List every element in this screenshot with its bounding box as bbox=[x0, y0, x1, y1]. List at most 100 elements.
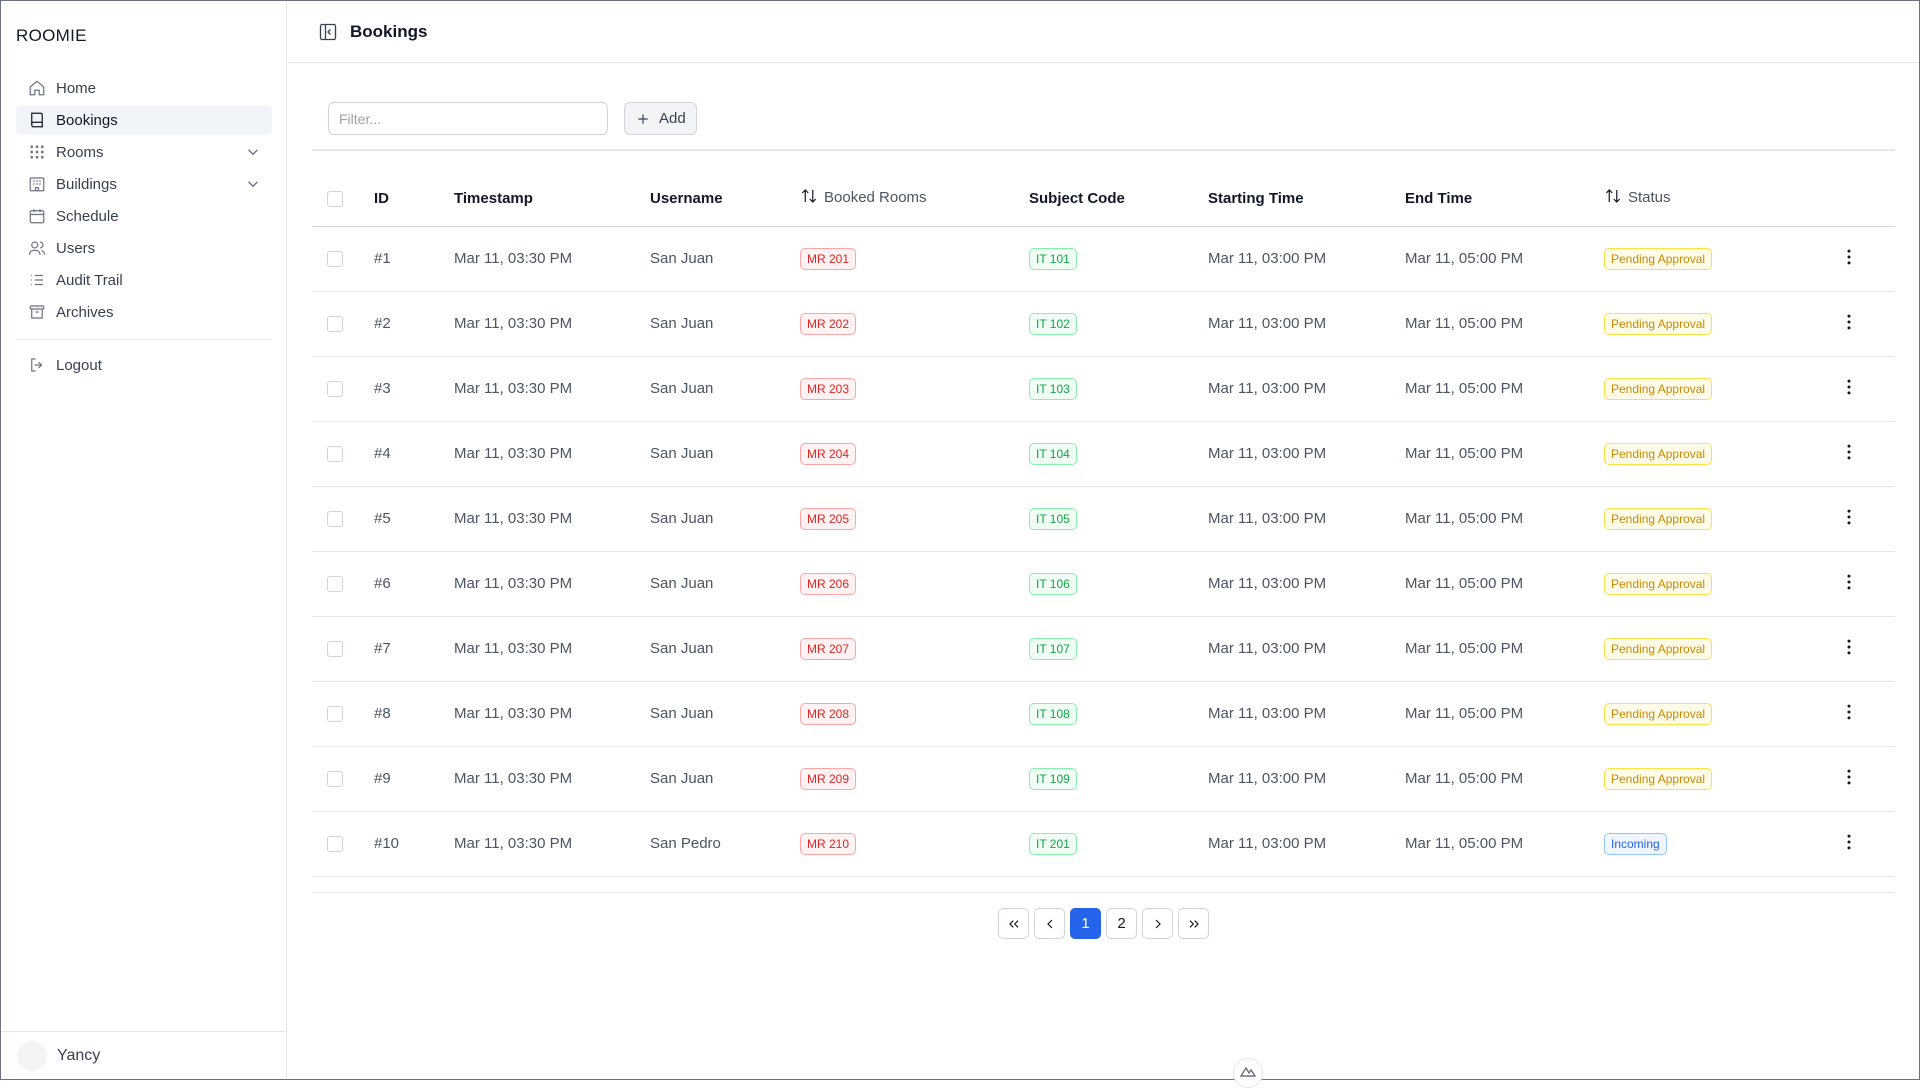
cell-timestamp: Mar 11, 03:30 PM bbox=[454, 356, 650, 422]
table-row[interactable]: #6 Mar 11, 03:30 PM San Juan MR 206 IT 106 Ma… bbox=[312, 551, 1895, 617]
devtools-toggle-icon[interactable] bbox=[1233, 1058, 1263, 1088]
previous-page-button[interactable] bbox=[1034, 908, 1065, 939]
table-toolbar: Add bbox=[328, 102, 697, 135]
book-icon bbox=[28, 111, 46, 129]
cell-username: San Juan bbox=[650, 291, 800, 357]
sidebar-item-logout[interactable]: Logout bbox=[16, 350, 272, 380]
row-checkbox[interactable] bbox=[327, 836, 343, 853]
table-row[interactable]: #10 Mar 11, 03:30 PM San Pedro MR 210 IT 201… bbox=[312, 811, 1895, 877]
more-actions-icon[interactable] bbox=[1839, 572, 1859, 592]
pagination: 1 2 bbox=[998, 908, 1209, 939]
room-badge: MR 207 bbox=[800, 637, 857, 660]
row-checkbox[interactable] bbox=[327, 576, 343, 593]
cell-end-time: Mar 11, 05:00 PM bbox=[1405, 551, 1604, 617]
subject-badge: IT 109 bbox=[1029, 767, 1077, 790]
row-checkbox[interactable] bbox=[327, 706, 343, 723]
sort-icon bbox=[1604, 189, 1622, 209]
sidebar-item-users[interactable]: Users bbox=[16, 233, 272, 263]
more-actions-icon[interactable] bbox=[1839, 377, 1859, 397]
cell-starting-time: Mar 11, 03:00 PM bbox=[1208, 551, 1405, 617]
sidebar-item-home[interactable]: Home bbox=[16, 73, 272, 103]
row-checkbox[interactable] bbox=[327, 316, 343, 333]
sidebar-item-rooms[interactable]: Rooms bbox=[16, 137, 272, 167]
cell-username: San Juan bbox=[650, 746, 800, 812]
cell-id: #8 bbox=[374, 681, 454, 747]
last-page-button[interactable] bbox=[1178, 908, 1209, 939]
page-button-2[interactable]: 2 bbox=[1106, 908, 1137, 939]
more-actions-icon[interactable] bbox=[1839, 442, 1859, 462]
chevron-down-icon[interactable] bbox=[244, 175, 262, 193]
row-checkbox[interactable] bbox=[327, 251, 343, 268]
user-menu[interactable]: Yancy bbox=[1, 1031, 287, 1079]
sidebar-item-audit-trail[interactable]: Audit Trail bbox=[16, 265, 272, 295]
chevron-left-icon bbox=[1046, 919, 1052, 928]
building-icon bbox=[28, 175, 46, 193]
status-badge: Pending Approval bbox=[1604, 377, 1713, 400]
column-header-subject-code[interactable]: Subject Code bbox=[1029, 171, 1208, 227]
sidebar-item-schedule[interactable]: Schedule bbox=[16, 201, 272, 231]
column-header-status[interactable]: Status bbox=[1604, 171, 1839, 227]
cell-username: San Juan bbox=[650, 356, 800, 422]
cell-starting-time: Mar 11, 03:00 PM bbox=[1208, 356, 1405, 422]
filter-input[interactable] bbox=[328, 102, 608, 135]
cell-timestamp: Mar 11, 03:30 PM bbox=[454, 291, 650, 357]
column-header-booked-rooms[interactable]: Booked Rooms bbox=[800, 171, 1029, 227]
first-page-button[interactable] bbox=[998, 908, 1029, 939]
row-checkbox[interactable] bbox=[327, 771, 343, 788]
add-button[interactable]: Add bbox=[624, 102, 697, 135]
next-page-button[interactable] bbox=[1142, 908, 1173, 939]
cell-username: San Pedro bbox=[650, 811, 800, 877]
sidebar-item-label: Audit Trail bbox=[56, 271, 123, 289]
more-actions-icon[interactable] bbox=[1839, 312, 1859, 332]
column-header-starting-time[interactable]: Starting Time bbox=[1208, 171, 1405, 227]
more-actions-icon[interactable] bbox=[1839, 507, 1859, 527]
table-row[interactable]: #9 Mar 11, 03:30 PM San Juan MR 209 IT 109 Ma… bbox=[312, 746, 1895, 812]
table-row[interactable]: #3 Mar 11, 03:30 PM San Juan MR 203 IT 103 Ma… bbox=[312, 356, 1895, 422]
table-row[interactable]: #8 Mar 11, 03:30 PM San Juan MR 208 IT 108 Ma… bbox=[312, 681, 1895, 747]
row-checkbox[interactable] bbox=[327, 641, 343, 658]
bookings-table: ID Timestamp Username Booked Rooms Subje… bbox=[312, 171, 1895, 877]
column-header-id[interactable]: ID bbox=[374, 171, 454, 227]
sidebar-item-bookings[interactable]: Bookings bbox=[16, 105, 272, 135]
status-badge: Pending Approval bbox=[1604, 767, 1713, 790]
sidebar-item-buildings[interactable]: Buildings bbox=[16, 169, 272, 199]
row-checkbox[interactable] bbox=[327, 381, 343, 398]
subject-badge: IT 102 bbox=[1029, 312, 1077, 335]
sidebar-toggle-icon[interactable] bbox=[318, 22, 338, 42]
more-actions-icon[interactable] bbox=[1839, 247, 1859, 267]
table-row[interactable]: #4 Mar 11, 03:30 PM San Juan MR 204 IT 104 Ma… bbox=[312, 421, 1895, 487]
status-badge: Pending Approval bbox=[1604, 637, 1713, 660]
status-badge: Incoming bbox=[1604, 832, 1667, 855]
row-checkbox[interactable] bbox=[327, 511, 343, 528]
column-header-label: Status bbox=[1628, 189, 1671, 207]
page-title: Bookings bbox=[350, 21, 428, 41]
more-actions-icon[interactable] bbox=[1839, 767, 1859, 787]
column-header-timestamp[interactable]: Timestamp bbox=[454, 171, 650, 227]
cell-id: #2 bbox=[374, 291, 454, 357]
row-checkbox[interactable] bbox=[327, 446, 343, 463]
subject-badge: IT 107 bbox=[1029, 637, 1077, 660]
subject-badge: IT 201 bbox=[1029, 832, 1077, 855]
table-row[interactable]: #1 Mar 11, 03:30 PM San Juan MR 201 IT 101 Ma… bbox=[312, 226, 1895, 292]
table-row[interactable]: #7 Mar 11, 03:30 PM San Juan MR 207 IT 107 Ma… bbox=[312, 616, 1895, 682]
cell-end-time: Mar 11, 05:00 PM bbox=[1405, 681, 1604, 747]
chevron-down-icon[interactable] bbox=[244, 143, 262, 161]
sidebar-item-archives[interactable]: Archives bbox=[16, 297, 272, 327]
more-actions-icon[interactable] bbox=[1839, 832, 1859, 852]
cell-end-time: Mar 11, 05:00 PM bbox=[1405, 421, 1604, 487]
room-badge: MR 204 bbox=[800, 442, 857, 465]
page-button-1[interactable]: 1 bbox=[1070, 908, 1101, 939]
select-all-checkbox[interactable] bbox=[327, 190, 343, 207]
chevrons-right-icon bbox=[1189, 919, 1199, 928]
room-badge: MR 205 bbox=[800, 507, 857, 530]
table-row[interactable]: #2 Mar 11, 03:30 PM San Juan MR 202 IT 102 Ma… bbox=[312, 291, 1895, 357]
cell-end-time: Mar 11, 05:00 PM bbox=[1405, 226, 1604, 292]
cell-starting-time: Mar 11, 03:00 PM bbox=[1208, 811, 1405, 877]
home-icon bbox=[28, 79, 46, 97]
more-actions-icon[interactable] bbox=[1839, 637, 1859, 657]
cell-id: #4 bbox=[374, 421, 454, 487]
column-header-end-time[interactable]: End Time bbox=[1405, 171, 1604, 227]
more-actions-icon[interactable] bbox=[1839, 702, 1859, 722]
column-header-username[interactable]: Username bbox=[650, 171, 800, 227]
table-row[interactable]: #5 Mar 11, 03:30 PM San Juan MR 205 IT 105 Ma… bbox=[312, 486, 1895, 552]
